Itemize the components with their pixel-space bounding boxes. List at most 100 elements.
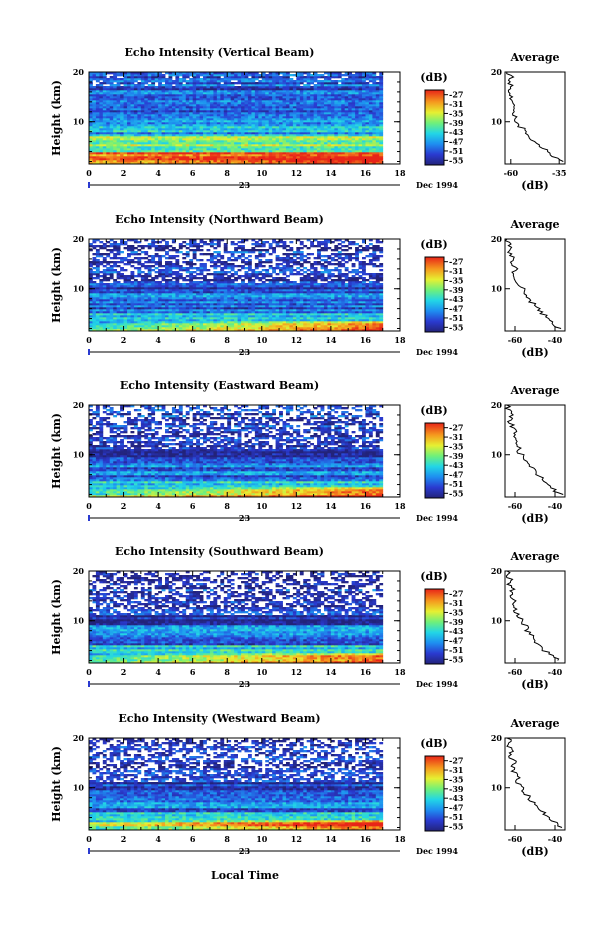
heatmap-cell <box>227 112 232 115</box>
heatmap-cell <box>234 120 238 123</box>
heatmap-cell <box>251 112 256 115</box>
heatmap-cell <box>151 315 156 318</box>
heatmap-cell <box>251 82 256 85</box>
heatmap-cell <box>289 114 294 117</box>
heatmap-cell <box>348 309 353 312</box>
heatmap-cell <box>241 315 245 318</box>
heatmap-cell <box>133 150 138 153</box>
heatmap-cell <box>182 311 187 314</box>
heatmap-cell <box>365 317 370 320</box>
heatmap-cell <box>279 321 283 324</box>
heatmap-cell <box>147 102 152 105</box>
heatmap-cell <box>199 90 204 93</box>
heatmap-cell <box>337 311 342 314</box>
heatmap-cell <box>147 92 152 95</box>
heatmap-cell <box>234 132 238 135</box>
heatmap-cell <box>241 146 245 149</box>
heatmap-cell <box>203 156 207 159</box>
heatmap-cell <box>268 124 273 127</box>
heatmap-cell <box>320 92 325 95</box>
heatmap-cell <box>368 154 373 157</box>
heatmap-cell <box>334 313 339 316</box>
heatmap-cell <box>130 104 135 107</box>
heatmap-cell <box>372 134 377 137</box>
heatmap-cell <box>102 158 107 161</box>
heatmap-cell <box>244 84 249 87</box>
heatmap-cell <box>196 313 200 316</box>
heatmap-cell <box>206 98 211 101</box>
heatmap-cell <box>247 82 252 85</box>
heatmap-cell <box>254 90 259 93</box>
colorbar-tick-label: -55 <box>449 155 463 165</box>
heatmap-cell <box>254 160 259 163</box>
heatmap-cell <box>120 118 124 121</box>
heatmap-cell <box>247 78 252 81</box>
heatmap-cell <box>275 102 280 105</box>
heatmap-cell <box>89 311 93 314</box>
heatmap-cell <box>151 82 156 85</box>
heatmap-cell <box>365 142 370 145</box>
heatmap-cell <box>292 94 297 97</box>
heatmap-cell <box>365 128 370 131</box>
heatmap-cell <box>275 120 280 123</box>
heatmap-cell <box>99 138 104 141</box>
heatmap-cell <box>158 110 162 113</box>
heatmap-cell <box>296 307 301 310</box>
heatmap-cell <box>275 118 280 121</box>
heatmap-cell <box>358 120 363 123</box>
heatmap-cell <box>379 94 384 97</box>
heatmap-cell <box>258 114 263 117</box>
heatmap-cell <box>351 120 356 123</box>
heatmap-cell <box>254 104 259 107</box>
heatmap-cell <box>116 136 121 139</box>
heatmap-cell <box>185 98 190 101</box>
heatmap-cell <box>379 130 384 133</box>
heatmap-cell <box>344 154 349 157</box>
heatmap-cell <box>285 315 290 318</box>
colorbar-unit: (dB) <box>420 71 447 84</box>
heatmap-cell <box>165 311 169 314</box>
heatmap-cell <box>137 152 142 155</box>
heatmap-cell <box>265 130 270 133</box>
heatmap-cell <box>375 311 380 314</box>
heatmap-cell <box>102 130 107 133</box>
heatmap-cell <box>348 140 353 143</box>
heatmap-cell <box>306 307 311 310</box>
heatmap-cell <box>261 104 266 107</box>
heatmap-cell <box>358 88 363 91</box>
heatmap-cell <box>189 80 194 83</box>
heatmap-cell <box>227 90 232 93</box>
heatmap-cell <box>89 120 93 123</box>
heatmap-cell <box>113 162 118 165</box>
heatmap-cell <box>237 114 242 117</box>
heatmap-cell <box>220 160 225 163</box>
heatmap-cell <box>344 152 349 155</box>
heatmap-cell <box>241 72 245 75</box>
heatmap-cell <box>185 90 190 93</box>
heatmap-cell <box>99 162 104 165</box>
heatmap-cell <box>268 122 273 125</box>
heatmap-cell <box>137 305 142 308</box>
heatmap-cell <box>151 122 156 125</box>
heatmap-cell <box>344 327 349 330</box>
heatmap-cell <box>196 104 200 107</box>
heatmap-cell <box>358 116 363 119</box>
heatmap-cell <box>244 150 249 153</box>
heatmap-cell <box>251 80 256 83</box>
heatmap-cell <box>289 142 294 145</box>
heatmap-cell <box>261 323 266 326</box>
heatmap-cell <box>102 323 107 326</box>
heatmap-cell <box>330 315 335 318</box>
heatmap-cell <box>92 114 97 117</box>
heatmap-cell <box>310 104 315 107</box>
heatmap-cell <box>348 327 353 330</box>
heatmap-cell <box>358 78 363 81</box>
heatmap-cell <box>379 323 384 326</box>
heatmap-cell <box>154 329 159 332</box>
heatmap-cell <box>355 152 359 155</box>
heatmap-cell <box>144 114 149 117</box>
heatmap-cell <box>227 72 232 75</box>
heatmap-cell <box>102 80 107 83</box>
heatmap-cell <box>341 319 346 322</box>
heatmap-cell <box>203 92 207 95</box>
